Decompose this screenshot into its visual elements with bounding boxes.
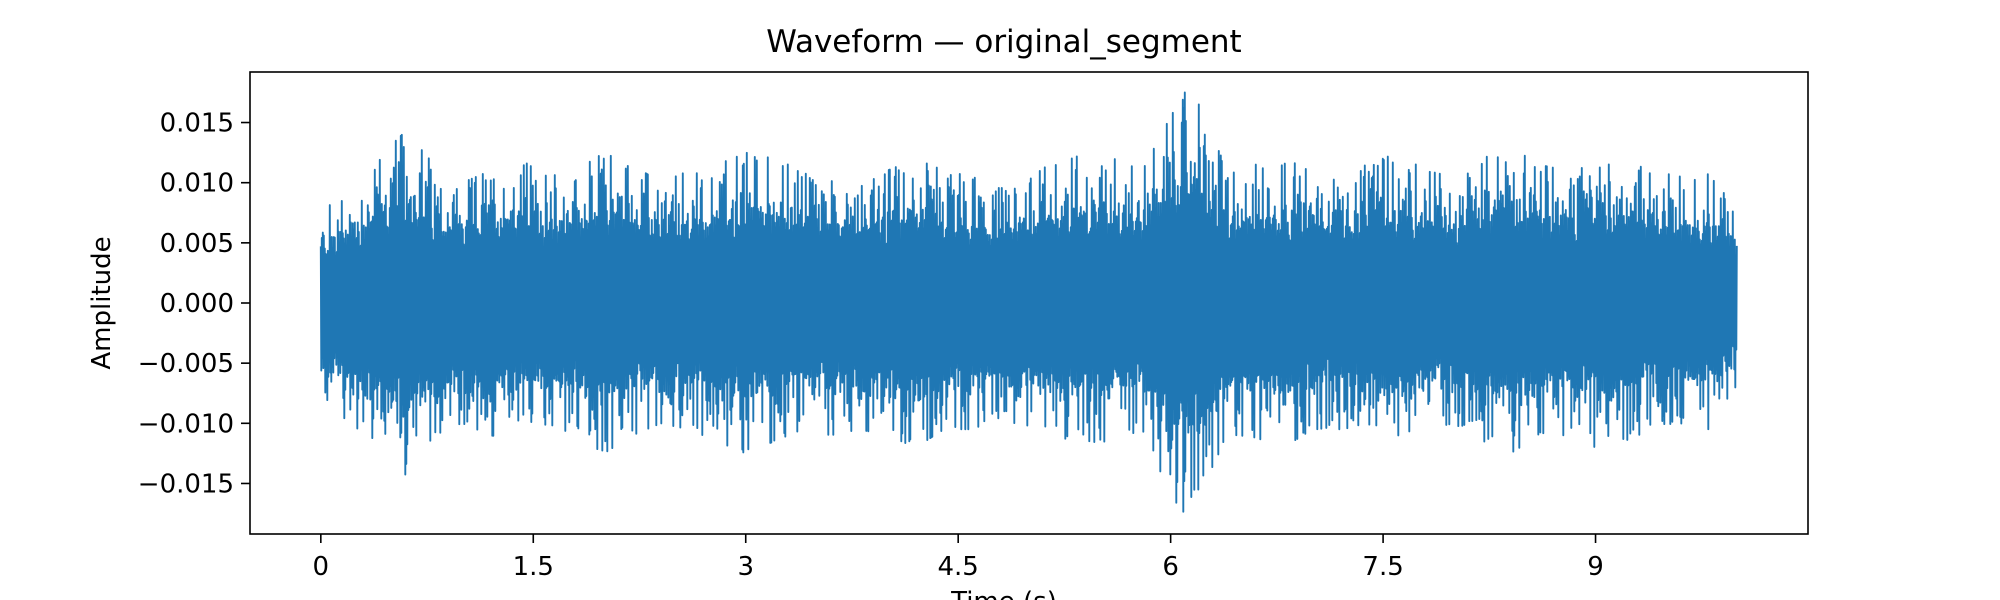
plot-area xyxy=(319,91,1738,513)
y-tick-label: 0.005 xyxy=(160,229,234,259)
waveform-series xyxy=(319,91,1738,513)
waveform-line xyxy=(319,91,1738,513)
x-tick-label: 6 xyxy=(1162,552,1179,582)
x-axis-title: Time (s) xyxy=(950,587,1057,600)
y-tick-label: −0.005 xyxy=(138,349,234,379)
y-axis-ticks: 0.015 0.010 0.005 0.000 −0.005 −0.010 −0.015 xyxy=(138,109,250,499)
x-tick-label: 7.5 xyxy=(1362,552,1403,582)
y-tick-label: 0.000 xyxy=(160,289,234,319)
y-tick-label: 0.010 xyxy=(160,169,234,199)
x-tick-label: 4.5 xyxy=(938,552,979,582)
y-tick-label: −0.010 xyxy=(138,409,234,439)
y-axis-title: Amplitude xyxy=(87,236,117,369)
x-tick-label: 0 xyxy=(313,552,330,582)
x-tick-label: 3 xyxy=(737,552,754,582)
y-tick-label: 0.015 xyxy=(160,109,234,139)
y-tick-label: −0.015 xyxy=(138,469,234,499)
x-tick-label: 1.5 xyxy=(513,552,554,582)
x-tick-label: 9 xyxy=(1587,552,1604,582)
chart-title: Waveform — original_segment xyxy=(766,24,1241,60)
x-axis-ticks: 0 1.5 3 4.5 6 7.5 9 xyxy=(313,534,1604,582)
